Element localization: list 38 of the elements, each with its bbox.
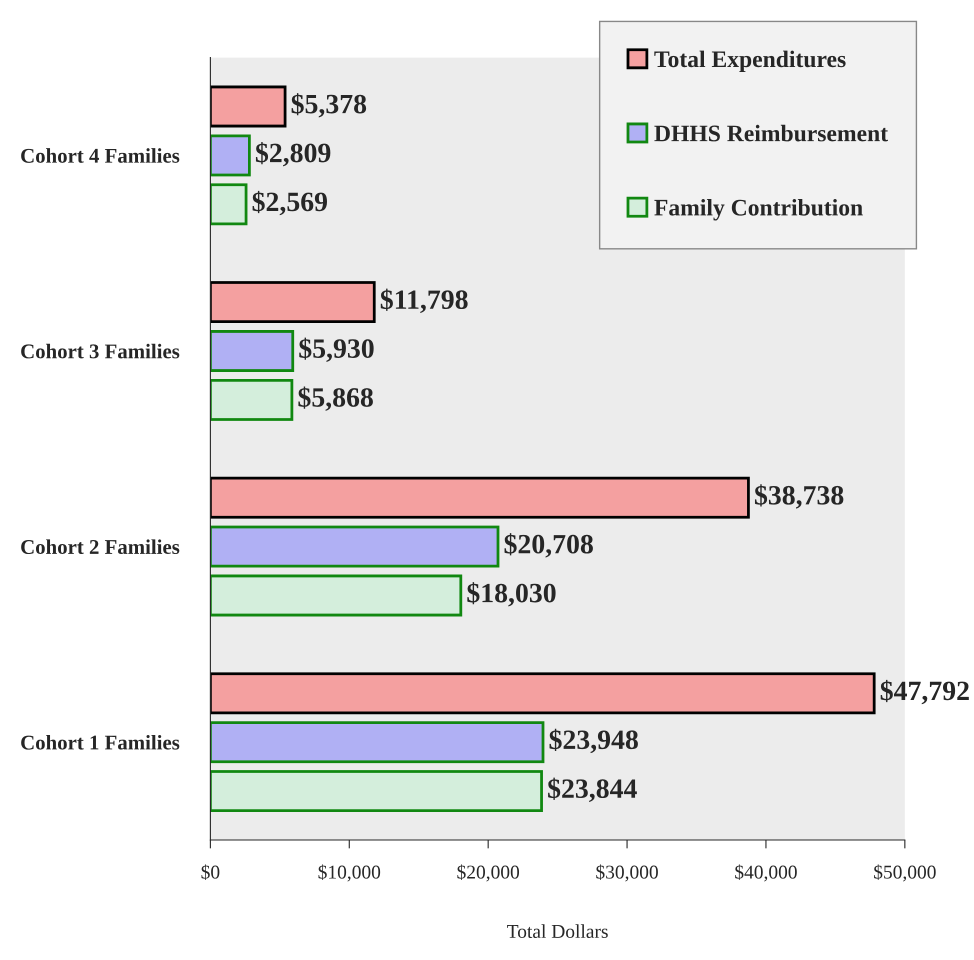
data-label: $38,738 [754, 484, 844, 509]
bar [210, 378, 294, 421]
y-tick-label: Cohort 2 Families [21, 539, 180, 554]
bar [210, 770, 543, 812]
data-label: $5,378 [292, 93, 366, 118]
data-label: $2,569 [252, 190, 328, 216]
legend-label: Family Contribution [654, 199, 863, 220]
data-label: $23,844 [548, 778, 637, 802]
x-axis-title: Total Dollars [507, 924, 608, 938]
x-tick-label: $50,000 [874, 864, 936, 882]
x-tick-label: $10,000 [318, 864, 380, 882]
data-label: $23,948 [550, 728, 638, 754]
x-tick-label: $30,000 [596, 864, 658, 882]
data-label: $5,930 [299, 338, 374, 362]
y-tick-label: Cohort 3 Families [21, 344, 180, 358]
bar [210, 672, 876, 714]
bar [210, 476, 750, 519]
bar [210, 183, 248, 226]
data-label: $18,030 [467, 582, 556, 606]
x-tick-label: $20,000 [457, 864, 520, 882]
data-label: $5,868 [298, 386, 373, 411]
legend-label: DHHS Reimbursement [654, 124, 888, 142]
data-label: $2,809 [256, 142, 330, 166]
y-tick-label: Cohort 1 Families [21, 734, 180, 750]
y-tick-label: Cohort 4 Families [21, 148, 180, 163]
bar [210, 134, 251, 176]
bar [210, 574, 462, 616]
data-label: $47,792 [880, 680, 969, 704]
bar [210, 330, 294, 372]
data-label: $20,708 [504, 533, 593, 558]
bar [210, 526, 500, 568]
bar [210, 721, 544, 764]
data-label: $11,798 [380, 288, 468, 314]
bar [210, 86, 286, 128]
x-tick-label: $0 [201, 864, 220, 880]
bar [210, 281, 376, 324]
x-tick-label: $40,000 [735, 864, 797, 882]
legend-label: Total Expenditures [654, 50, 846, 72]
